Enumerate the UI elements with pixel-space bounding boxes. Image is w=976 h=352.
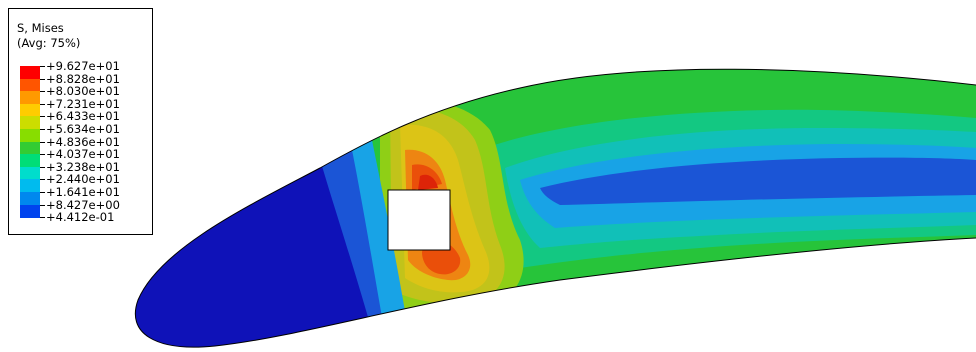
- colorbar-tick: [40, 79, 45, 80]
- colorbar-tick: [40, 66, 45, 67]
- contour-band-red: [418, 174, 438, 190]
- colorbar-swatch: [20, 91, 40, 104]
- colorbar-tick: [40, 179, 45, 180]
- legend-title: S, Mises: [17, 21, 64, 35]
- colorbar-tick: [40, 167, 45, 168]
- colorbar-swatch: [20, 142, 40, 155]
- colorbar-swatch: [20, 66, 40, 79]
- colorbar-label: +4.037e+01: [46, 147, 120, 161]
- airfoil-outline: [134, 68, 976, 348]
- colorbar-tick: [40, 104, 45, 105]
- colorbar-tick: [40, 116, 45, 117]
- colorbar-label: +3.238e+01: [46, 160, 120, 174]
- colorbar-label: +4.836e+01: [46, 135, 120, 149]
- colorbar-swatch: [20, 167, 40, 180]
- colorbar-tick: [40, 205, 45, 206]
- colorbar-label: +7.231e+01: [46, 97, 120, 111]
- colorbar-tick: [40, 154, 45, 155]
- colorbar-swatch: [20, 154, 40, 167]
- colorbar-label: +9.627e+01: [46, 59, 120, 73]
- contour-band-blue-core: [540, 157, 976, 205]
- colorbar-label: +6.433e+01: [46, 109, 120, 123]
- square-hole: [387, 189, 451, 251]
- colorbar-label: +4.412e-01: [46, 210, 115, 224]
- colorbar-label: +8.427e+00: [46, 198, 120, 212]
- colorbar-label: +2.440e+01: [46, 172, 120, 186]
- colorbar-swatch: [20, 116, 40, 129]
- colorbar-label: +1.641e+01: [46, 185, 120, 199]
- colorbar-swatch: [20, 104, 40, 117]
- colorbar-label: +5.634e+01: [46, 122, 120, 136]
- colorbar-swatch: [20, 205, 40, 218]
- legend-subtitle: (Avg: 75%): [17, 36, 81, 50]
- colorbar-label: +8.828e+01: [46, 72, 120, 86]
- colorbar-tick: [40, 217, 45, 218]
- colorbar-tick: [40, 192, 45, 193]
- contour-legend: S, Mises (Avg: 75%) +9.627e+01 +8.828e+01…: [8, 8, 153, 235]
- colorbar-swatch: [20, 79, 40, 92]
- colorbar-label: +8.030e+01: [46, 84, 120, 98]
- colorbar-tick: [40, 91, 45, 92]
- colorbar-tick: [40, 142, 45, 143]
- colorbar-swatch: [20, 129, 40, 142]
- colorbar-swatch: [20, 179, 40, 192]
- colorbar-swatch: [20, 192, 40, 205]
- colorbar-tick: [40, 129, 45, 130]
